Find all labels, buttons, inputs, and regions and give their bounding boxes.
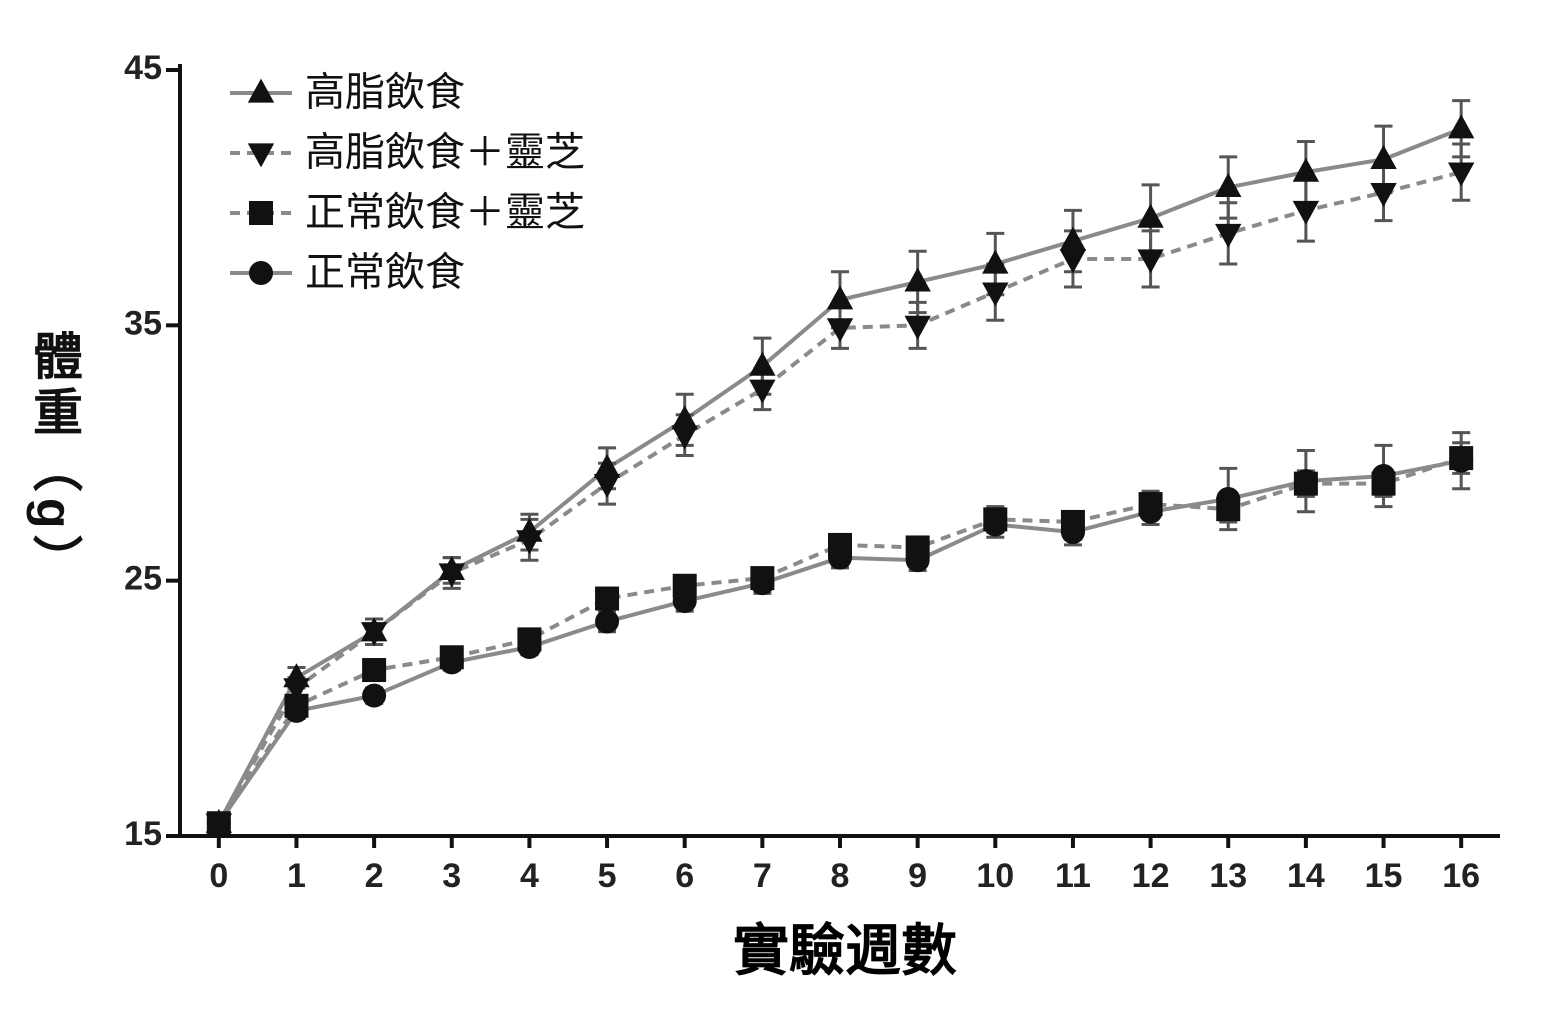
marker (1137, 249, 1164, 274)
legend-label: 高脂飲食＋靈芝 (305, 131, 585, 175)
x-tick-label: 5 (598, 857, 617, 895)
marker (206, 811, 231, 836)
x-tick-label: 11 (1055, 857, 1091, 895)
marker (826, 285, 854, 310)
marker (362, 683, 387, 708)
marker (672, 589, 697, 614)
marker (247, 143, 275, 168)
x-tick-label: 10 (976, 857, 1014, 895)
y-tick-label: 15 (124, 815, 162, 853)
x-tick-label: 1 (287, 857, 306, 895)
marker (516, 530, 543, 555)
marker (982, 249, 1009, 274)
marker (1215, 223, 1242, 248)
marker (283, 678, 310, 703)
x-tick-label: 4 (520, 857, 539, 895)
marker (593, 474, 621, 499)
marker (982, 282, 1009, 307)
x-tick-label: 6 (675, 857, 694, 895)
x-tick-label: 12 (1132, 857, 1170, 895)
marker (595, 609, 620, 634)
series-line (217, 456, 1462, 825)
x-tick-label: 0 (209, 857, 228, 895)
x-axis-label: 實驗週數 (733, 919, 957, 982)
x-tick-label: 7 (753, 857, 772, 895)
marker (1447, 162, 1475, 187)
marker (517, 635, 542, 660)
marker (593, 453, 621, 478)
marker (249, 261, 273, 285)
x-tick-label: 16 (1442, 857, 1480, 895)
y-tick-label: 35 (124, 304, 162, 342)
x-tick-label: 13 (1209, 857, 1247, 895)
series-line (217, 458, 1462, 825)
marker (905, 548, 930, 573)
legend-label: 正常飲食 (305, 251, 465, 295)
series-line (217, 170, 1462, 825)
marker (671, 425, 698, 450)
marker (1370, 182, 1397, 207)
marker (1137, 203, 1164, 228)
marker (247, 78, 275, 103)
marker (1293, 469, 1318, 494)
marker (1215, 173, 1242, 198)
marker (249, 201, 273, 225)
marker (983, 512, 1008, 537)
legend-label: 正常飲食＋靈芝 (305, 191, 585, 235)
marker (362, 658, 387, 683)
marker (671, 405, 698, 430)
marker (1292, 157, 1320, 182)
marker (826, 318, 854, 343)
x-tick-label: 3 (442, 857, 461, 895)
marker (828, 545, 852, 570)
marker (749, 379, 776, 404)
x-tick-label: 8 (831, 857, 850, 895)
x-tick-label: 2 (365, 857, 384, 895)
marker (1059, 249, 1087, 274)
marker (1449, 448, 1474, 473)
marker (904, 267, 931, 292)
marker (1060, 520, 1085, 545)
marker (1216, 486, 1241, 511)
marker (1138, 499, 1163, 524)
marker (1292, 200, 1320, 225)
marker (595, 586, 620, 611)
marker (1370, 144, 1397, 169)
marker (1371, 463, 1396, 488)
marker (439, 650, 464, 675)
y-tick-label: 45 (124, 49, 162, 87)
marker (1447, 114, 1475, 139)
marker (904, 315, 931, 340)
marker (284, 698, 309, 723)
x-tick-label: 15 (1365, 857, 1403, 895)
x-tick-label: 9 (908, 857, 927, 895)
marker (750, 571, 775, 596)
marker (360, 622, 388, 647)
x-tick-label: 14 (1287, 857, 1325, 895)
y-axis-label: 體重（g） (26, 329, 82, 591)
y-tick-label: 25 (124, 560, 162, 598)
marker (749, 351, 776, 376)
marker (1059, 226, 1087, 251)
marker (438, 563, 465, 588)
legend-label: 高脂飲食 (305, 71, 465, 115)
